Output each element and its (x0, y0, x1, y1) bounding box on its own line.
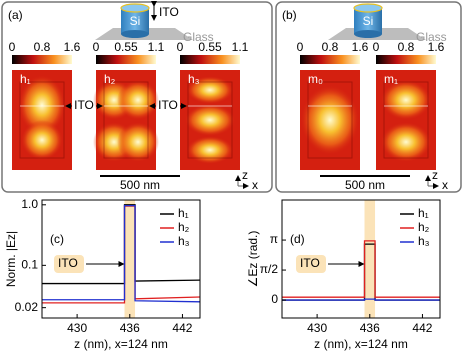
scale-label: 500 nm (345, 178, 385, 192)
si-outline (103, 81, 149, 159)
field-hotspot (21, 120, 63, 160)
cylinder-top (353, 3, 383, 13)
x-tick-label: 430 (67, 321, 87, 335)
y-tick-label: 0.02 (15, 300, 39, 314)
panel-label: (d) (290, 232, 305, 246)
shaded-region (364, 200, 376, 318)
scale-label: 500 nm (120, 178, 160, 192)
colorbar-tick: 0 (373, 40, 380, 54)
si-outline (187, 81, 233, 159)
field-hotspot (184, 104, 236, 136)
y-axis-label: Norm. |Ez| (4, 231, 18, 287)
field-hotspot (186, 136, 234, 164)
colorbar-tick: 0.8 (322, 40, 339, 54)
colorbar-tick: 0 (93, 40, 100, 54)
axis-glyph-label: z (242, 168, 248, 182)
plot-frame (41, 199, 201, 319)
legend-label: h₂ (418, 220, 430, 234)
x-tick-label: 436 (360, 321, 380, 335)
x-tick-label: 436 (120, 321, 140, 335)
mode-label: m₁ (384, 72, 398, 86)
colorbar (96, 55, 156, 64)
axis-glyph-label: x (252, 178, 258, 192)
field-hotspot (300, 85, 360, 155)
y-tick-label: π/2 (260, 262, 279, 276)
colorbar-tick: 1.6 (64, 40, 81, 54)
legend-label: h₃ (418, 234, 430, 248)
legend-label: h₂ (178, 220, 190, 234)
colorbar-tick: 0 (177, 40, 184, 54)
y-tick-label: 0.1 (21, 258, 38, 272)
series-line (282, 298, 440, 301)
series-line (42, 205, 201, 304)
colorbar-tick: 1.1 (148, 40, 165, 54)
ito-label: ITO (159, 5, 179, 19)
colorbar (376, 55, 436, 64)
shaded-region (124, 200, 136, 318)
series-line (282, 240, 440, 298)
panel-frame (1, 1, 273, 193)
glass-label: Glass (183, 30, 214, 44)
x-tick-label: 442 (172, 321, 192, 335)
colorbar (12, 55, 72, 64)
glass-label: Glass (416, 30, 447, 44)
colorbar-tick: 0.8 (34, 40, 51, 54)
field-hotspot (380, 122, 432, 162)
colorbar (300, 55, 360, 64)
mode-label: h₂ (104, 72, 116, 86)
colorbar-tick: 1.1 (232, 40, 249, 54)
cylinder-label: Si (363, 14, 374, 28)
field-hotspot (186, 76, 234, 104)
cylinder-top (120, 3, 150, 13)
annotation-box (296, 255, 326, 273)
x-axis-label: z (nm), x=124 nm (74, 337, 168, 351)
axis-glyph-label: z (432, 168, 438, 182)
si-outline (307, 81, 353, 159)
y-tick-label: 1.0 (21, 197, 38, 211)
y-tick-label: π (270, 232, 278, 246)
colorbar-tick: 0.55 (198, 40, 222, 54)
panel-label: (c) (50, 232, 64, 246)
x-tick-label: 430 (307, 321, 327, 335)
x-tick-label: 442 (412, 321, 432, 335)
panel-frame (275, 1, 462, 193)
legend-label: h₁ (418, 206, 429, 220)
colorbar-tick: 1.6 (428, 40, 445, 54)
ito-mark: ITO (158, 98, 178, 112)
y-tick-label: 0 (271, 292, 278, 306)
field-hotspot (117, 122, 159, 162)
field-hotspot (117, 80, 159, 120)
cylinder-bottom (121, 30, 149, 38)
field-hotspot (380, 80, 432, 120)
series-line (42, 204, 201, 285)
cylinder-bottom (354, 30, 382, 38)
colorbar (180, 55, 240, 64)
y-axis-label: ∠Ez (rad.) (246, 231, 260, 288)
legend-label: h₁ (178, 206, 189, 220)
colorbar-tick: 0 (297, 40, 304, 54)
cylinder-label: Si (130, 14, 141, 28)
field-hotspot (18, 75, 66, 135)
si-outline (383, 81, 429, 159)
legend-label: h₃ (178, 234, 190, 248)
x-axis-label: z (nm), x=124 nm (314, 337, 408, 351)
axis-glyph-label: x (442, 178, 448, 192)
plot-frame (281, 199, 441, 319)
annotation: ITO (300, 256, 320, 270)
mode-label: h₁ (20, 72, 31, 86)
ito-mark: ITO (74, 98, 94, 112)
annotation: ITO (58, 256, 78, 270)
panel-label: (b) (282, 8, 297, 22)
mode-label: h₃ (188, 72, 200, 86)
colorbar-tick: 0.55 (114, 40, 138, 54)
si-outline (19, 81, 65, 159)
series-line (42, 204, 201, 303)
colorbar-tick: 0.8 (398, 40, 415, 54)
panel-label: (a) (8, 8, 23, 22)
colorbar-tick: 0 (9, 40, 16, 54)
colorbar-tick: 1.6 (352, 40, 369, 54)
annotation-box (54, 255, 84, 273)
mode-label: m₀ (308, 72, 323, 86)
